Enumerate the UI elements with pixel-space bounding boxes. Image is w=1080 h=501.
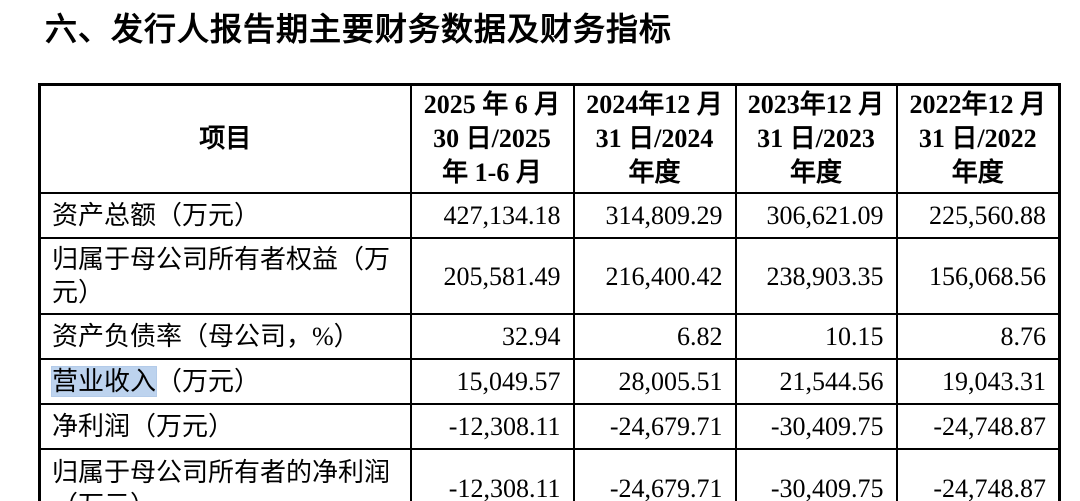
value-parent-equity-period-1: 216,400.42	[572, 237, 737, 315]
value-total-assets-period-2: 306,621.09	[734, 192, 898, 239]
value-debt-ratio-period-1: 6.82	[572, 313, 737, 360]
value-net-profit-period-3: -24,748.87	[895, 403, 1061, 450]
table-header: 项目 2025 年 6 月 30 日/2025 年 1-6 月 2024年12 月 …	[38, 83, 1061, 194]
row-label-text: 资产总额（万元）	[52, 201, 261, 230]
value-total-assets-period-3: 225,560.88	[895, 192, 1061, 239]
value-operating-revenue-period-0: 15,049.57	[409, 358, 575, 405]
value-debt-ratio-period-0: 32.94	[409, 313, 575, 360]
row-label-text: 资产负债率（母公司，%）	[52, 322, 360, 351]
value-parent-equity-period-2: 238,903.35	[734, 237, 898, 315]
value-parent-equity-period-0: 205,581.49	[409, 237, 575, 315]
value-operating-revenue-period-1: 28,005.51	[572, 358, 737, 405]
header-cell-period-3: 2022年12 月 31 日/2022 年度	[895, 83, 1061, 194]
section-title: 六、发行人报告期主要财务数据及财务指标	[45, 11, 673, 47]
row-label-text: 归属于母公司所有者权益（万元）	[52, 245, 391, 307]
table-row-net-profit: 净利润（万元） -12,308.11 -24,679.71 -30,409.75 -24…	[38, 403, 1061, 450]
value-parent-net-profit-period-1: -24,679.71	[572, 448, 737, 501]
value-debt-ratio-period-2: 10.15	[734, 313, 898, 360]
table-row-total-assets: 资产总额（万元） 427,134.18 314,809.29 306,621.09 22…	[38, 192, 1061, 239]
value-net-profit-period-2: -30,409.75	[734, 403, 898, 450]
row-label-text: 净利润（万元）	[52, 412, 235, 441]
row-label-total-assets: 资产总额（万元）	[38, 192, 412, 239]
table-row-parent-net-profit: 归属于母公司所有者的净利润（万元） -12,308.11-24,679.71-30…	[38, 448, 1061, 501]
table-row-parent-equity: 归属于母公司所有者权益（万元） 205,581.49 216,400.42 238,9…	[38, 237, 1061, 315]
row-label-parent-net-profit: 归属于母公司所有者的净利润（万元）	[38, 448, 412, 501]
selection-highlight[interactable]: 营业收入	[52, 367, 157, 396]
value-parent-net-profit-period-2: -30,409.75	[734, 448, 898, 501]
value-net-profit-period-1: -24,679.71	[572, 403, 737, 450]
row-label-text: 归属于母公司所有者的净利润（万元）	[52, 458, 391, 501]
financial-table: 项目 2025 年 6 月 30 日/2025 年 1-6 月 2024年12 月 …	[38, 83, 1061, 501]
value-total-assets-period-0: 427,134.18	[409, 192, 575, 239]
value-debt-ratio-period-3: 8.76	[895, 313, 1061, 360]
value-operating-revenue-period-3: 19,043.31	[895, 358, 1061, 405]
row-label-text: （万元）	[156, 367, 261, 396]
row-label-net-profit: 净利润（万元）	[38, 403, 412, 450]
value-net-profit-period-0: -12,308.11	[409, 403, 575, 450]
table-body: 资产总额（万元） 427,134.18 314,809.29 306,621.09 22…	[38, 192, 1061, 501]
table-row-debt-ratio: 资产负债率（母公司，%） 32.94 6.82 10.15 8.76	[38, 313, 1061, 360]
header-cell-period-1: 2024年12 月 31 日/2024 年度	[572, 83, 737, 194]
header-cell-period-2: 2023年12 月 31 日/2023 年度	[734, 83, 898, 194]
header-cell-period-0: 2025 年 6 月 30 日/2025 年 1-6 月	[409, 83, 575, 194]
value-operating-revenue-period-2: 21,544.56	[734, 358, 898, 405]
row-label-operating-revenue: 营业收入（万元）	[38, 358, 412, 405]
value-parent-net-profit-period-3: -24,748.87	[895, 448, 1061, 501]
table-row-operating-revenue: 营业收入（万元） 15,049.57 28,005.51 21,544.56 19,04…	[38, 358, 1061, 405]
value-parent-net-profit-period-0: -12,308.11	[409, 448, 575, 501]
value-parent-equity-period-3: 156,068.56	[895, 237, 1061, 315]
row-label-debt-ratio: 资产负债率（母公司，%）	[38, 313, 412, 360]
header-row: 项目 2025 年 6 月 30 日/2025 年 1-6 月 2024年12 月 …	[38, 83, 1061, 194]
value-total-assets-period-1: 314,809.29	[572, 192, 737, 239]
row-label-parent-equity: 归属于母公司所有者权益（万元）	[38, 237, 412, 315]
header-cell-item: 项目	[38, 83, 412, 194]
